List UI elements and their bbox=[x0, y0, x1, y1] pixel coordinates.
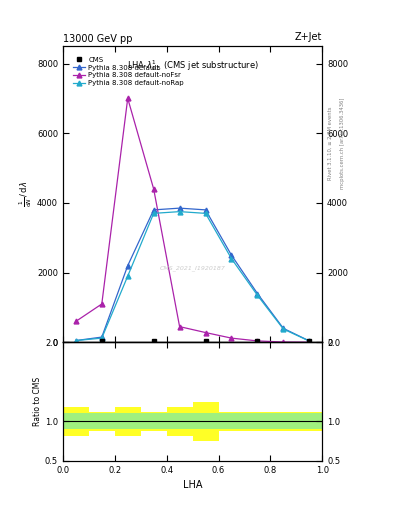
Y-axis label: Ratio to CMS: Ratio to CMS bbox=[33, 377, 42, 426]
Pythia 8.308 default bbox=[281, 325, 286, 331]
Pythia 8.308 default bbox=[203, 207, 208, 213]
Pythia 8.308 default bbox=[125, 263, 130, 269]
Text: Z+Jet: Z+Jet bbox=[295, 32, 322, 41]
Pythia 8.308 default-noFsr bbox=[203, 330, 208, 336]
Text: 13000 GeV pp: 13000 GeV pp bbox=[63, 34, 132, 44]
Pythia 8.308 default-noRap bbox=[99, 335, 104, 341]
Pythia 8.308 default-noFsr bbox=[307, 339, 312, 345]
Pythia 8.308 default bbox=[307, 338, 312, 344]
Pythia 8.308 default-noFsr bbox=[281, 339, 286, 345]
Pythia 8.308 default-noFsr bbox=[73, 318, 78, 325]
Pythia 8.308 default bbox=[151, 207, 156, 213]
Pythia 8.308 default-noRap bbox=[307, 338, 312, 344]
Pythia 8.308 default-noFsr bbox=[255, 338, 260, 344]
Pythia 8.308 default bbox=[99, 334, 104, 340]
Pythia 8.308 default-noRap bbox=[255, 292, 260, 298]
Text: Rivet 3.1.10, ≥ 2.8M events: Rivet 3.1.10, ≥ 2.8M events bbox=[328, 106, 333, 180]
Pythia 8.308 default-noRap bbox=[73, 337, 78, 344]
X-axis label: LHA: LHA bbox=[183, 480, 202, 490]
Pythia 8.308 default-noRap bbox=[177, 208, 182, 215]
Text: CMS_2021_I1920187: CMS_2021_I1920187 bbox=[160, 265, 226, 271]
Pythia 8.308 default bbox=[177, 205, 182, 211]
Legend: CMS, Pythia 8.308 default, Pythia 8.308 default-noFsr, Pythia 8.308 default-noRa: CMS, Pythia 8.308 default, Pythia 8.308 … bbox=[72, 55, 185, 88]
Pythia 8.308 default-noFsr bbox=[229, 335, 234, 341]
Pythia 8.308 default bbox=[73, 337, 78, 344]
Pythia 8.308 default-noRap bbox=[151, 210, 156, 217]
Text: LHA $\lambda^{1}_{0.5}$ (CMS jet substructure): LHA $\lambda^{1}_{0.5}$ (CMS jet substru… bbox=[127, 58, 259, 73]
Pythia 8.308 default-noFsr bbox=[99, 301, 104, 307]
Pythia 8.308 default-noRap bbox=[125, 273, 130, 279]
Pythia 8.308 default-noFsr bbox=[151, 186, 156, 192]
Pythia 8.308 default bbox=[229, 252, 234, 258]
Text: mcplots.cern.ch [arXiv:1306.3436]: mcplots.cern.ch [arXiv:1306.3436] bbox=[340, 98, 345, 189]
Line: Pythia 8.308 default-noFsr: Pythia 8.308 default-noFsr bbox=[73, 96, 312, 345]
Pythia 8.308 default bbox=[255, 290, 260, 296]
Pythia 8.308 default-noRap bbox=[229, 255, 234, 262]
Pythia 8.308 default-noRap bbox=[281, 326, 286, 332]
Pythia 8.308 default-noFsr bbox=[125, 95, 130, 101]
Pythia 8.308 default-noRap bbox=[203, 210, 208, 217]
Line: Pythia 8.308 default: Pythia 8.308 default bbox=[73, 206, 312, 344]
Pythia 8.308 default-noFsr bbox=[177, 324, 182, 330]
Line: Pythia 8.308 default-noRap: Pythia 8.308 default-noRap bbox=[73, 209, 312, 344]
Y-axis label: $\frac{1}{\mathrm{d}N}\,/\,\mathrm{d}\lambda$: $\frac{1}{\mathrm{d}N}\,/\,\mathrm{d}\la… bbox=[18, 181, 34, 207]
